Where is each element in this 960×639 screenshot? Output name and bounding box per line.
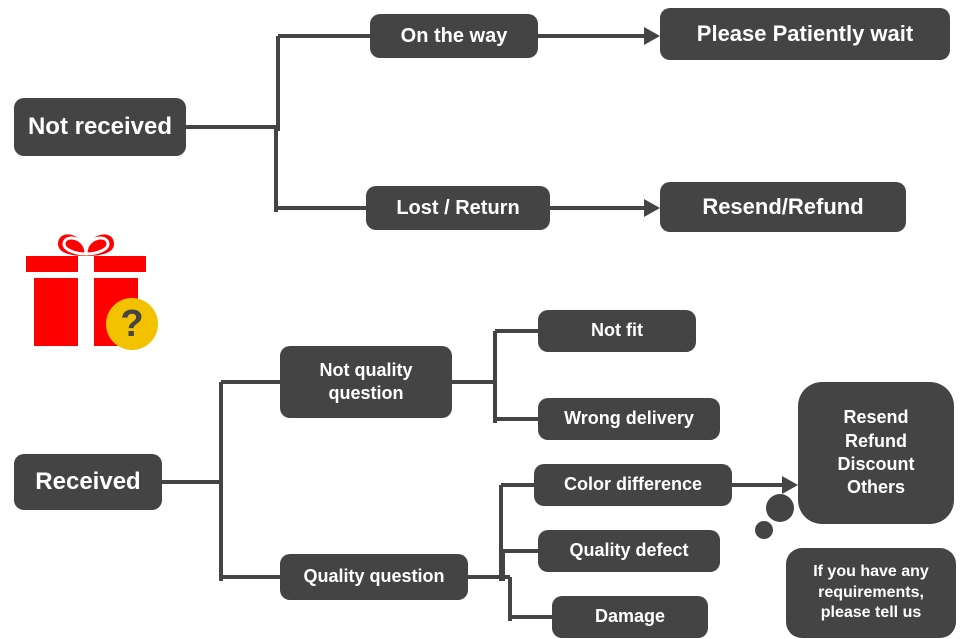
edge-segment [221, 380, 280, 384]
edge-segment [468, 575, 510, 579]
node-tell-us: If you have any requirements, please tel… [786, 548, 956, 638]
node-quality: Quality question [280, 554, 468, 600]
edge-segment [274, 127, 278, 212]
edge-segment [493, 331, 497, 386]
thought-bubble-dot [755, 521, 773, 539]
node-not-quality: Not quality question [280, 346, 452, 418]
node-quality-defect: Quality defect [538, 530, 720, 572]
arrow-head-icon [644, 27, 660, 45]
edge-segment [276, 36, 280, 131]
edge-segment [538, 34, 644, 38]
edge-segment [501, 483, 534, 487]
arrow-head-icon [782, 476, 798, 494]
edge-segment [550, 206, 644, 210]
node-lost-return: Lost / Return [366, 186, 550, 230]
arrow-head-icon [644, 199, 660, 217]
edge-segment [186, 125, 276, 129]
node-please-wait: Please Patiently wait [660, 8, 950, 60]
edge-segment [452, 380, 495, 384]
node-wrong-delivery: Wrong delivery [538, 398, 720, 440]
edge-segment [276, 206, 366, 210]
edge-segment [219, 482, 223, 581]
edge-segment [162, 480, 221, 484]
node-resend-refund: Resend/Refund [660, 182, 906, 232]
edge-segment [221, 575, 280, 579]
edge-segment [510, 615, 552, 619]
node-not-fit: Not fit [538, 310, 696, 352]
thought-bubble-dot [766, 494, 794, 522]
node-received: Received [14, 454, 162, 510]
node-damage: Damage [552, 596, 708, 638]
edge-segment [219, 382, 223, 486]
node-color-diff: Color difference [534, 464, 732, 506]
node-not-received: Not received [14, 98, 186, 156]
edge-segment [495, 329, 538, 333]
node-on-the-way: On the way [370, 14, 538, 58]
node-resolutions: Resend Refund Discount Others [798, 382, 954, 524]
edge-segment [278, 34, 370, 38]
svg-text:?: ? [120, 303, 143, 345]
edge-segment [503, 549, 538, 553]
edge-segment [495, 417, 538, 421]
gift-box-question-icon: ? [26, 224, 162, 352]
edge-segment [732, 483, 782, 487]
